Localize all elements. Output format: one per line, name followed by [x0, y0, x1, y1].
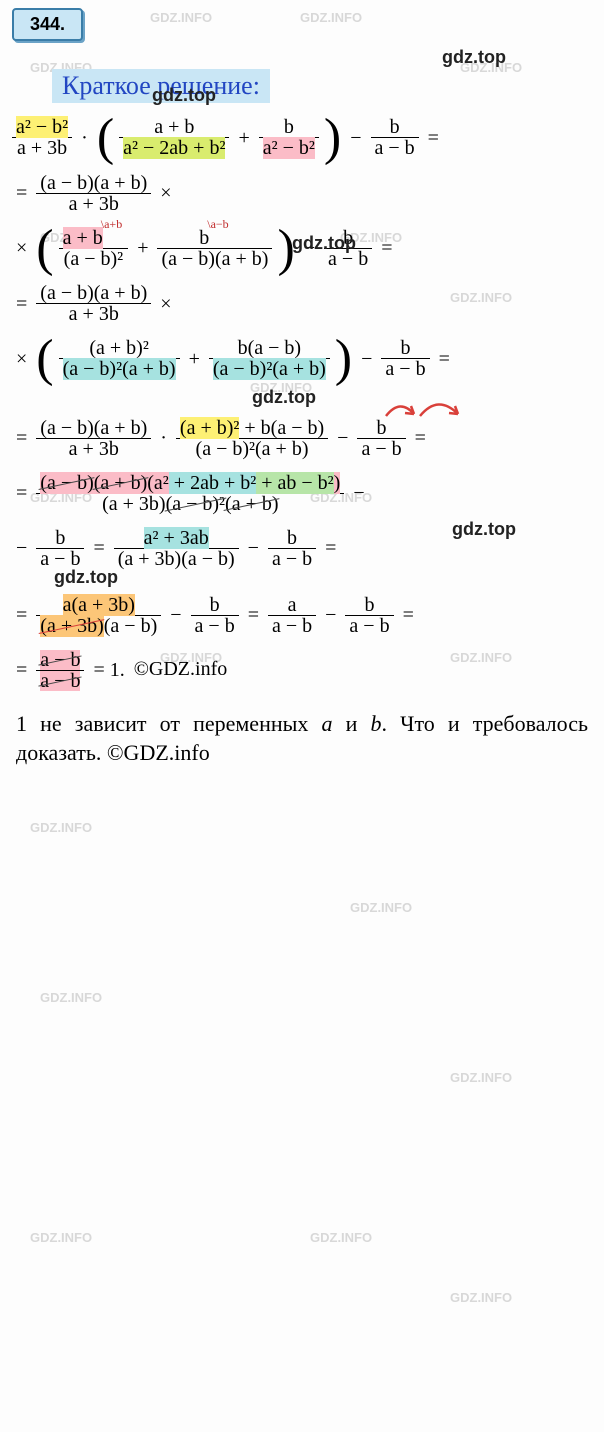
brand-overlay: gdz.top	[292, 234, 356, 252]
math-line-5: × ( (a + b)² (a − b)²(a + b) + b(a − b) …	[12, 338, 592, 380]
math-line-1: a² − b² a + 3b · ( a + b a² − 2ab + b² +…	[12, 117, 592, 159]
copyright-inline: ©GDZ.info	[134, 658, 228, 680]
brand-overlay: gdz.top	[152, 85, 216, 106]
math-line-2: = (a − b)(a + b) a + 3b ×	[12, 173, 592, 214]
math-line-4: = (a − b)(a + b) a + 3b ×	[12, 283, 592, 324]
brand-overlay: gdz.top	[452, 520, 516, 538]
brand-overlay: gdz.top	[252, 388, 316, 406]
problem-number-box: 344.	[12, 8, 83, 41]
math-line-10: = a − b a − b = 1. ©GDZ.info	[12, 650, 592, 691]
problem-number: 344.	[30, 14, 65, 34]
distribute-arrow-icon	[380, 396, 470, 422]
math-line-9: = aa(a + 3b)(a + 3b) (a + 3b)(a − b) − b…	[12, 595, 592, 636]
conclusion-text: 1 не зависит от переменных a и b. Что и …	[12, 709, 592, 768]
math-line-3: × ( a + b\a+b (a − b)² + b\a−b (a − b)(a…	[12, 228, 592, 270]
watermark: GDZ.INFO	[450, 1070, 512, 1085]
math-line-8: − b a − b = a² + 3ab (a + 3b)(a − b) − b…	[12, 528, 592, 569]
watermark: GDZ.INFO	[450, 1290, 512, 1305]
watermark: GDZ.INFO	[30, 820, 92, 835]
watermark: GDZ.INFO	[40, 990, 102, 1005]
watermark: GDZ.INFO	[350, 900, 412, 915]
brand-overlay: gdz.top	[442, 47, 506, 68]
brand-overlay: gdz.top	[54, 568, 118, 586]
math-line-7: = (a − b)(a + b)(a² + 2ab + b² + ab − b²…	[12, 473, 592, 514]
watermark: GDZ.INFO	[310, 1230, 372, 1245]
watermark: GDZ.INFO	[30, 1230, 92, 1245]
math-line-6: gdz.top = (a − b)(a + b) a + 3b · (a + b…	[12, 418, 592, 459]
